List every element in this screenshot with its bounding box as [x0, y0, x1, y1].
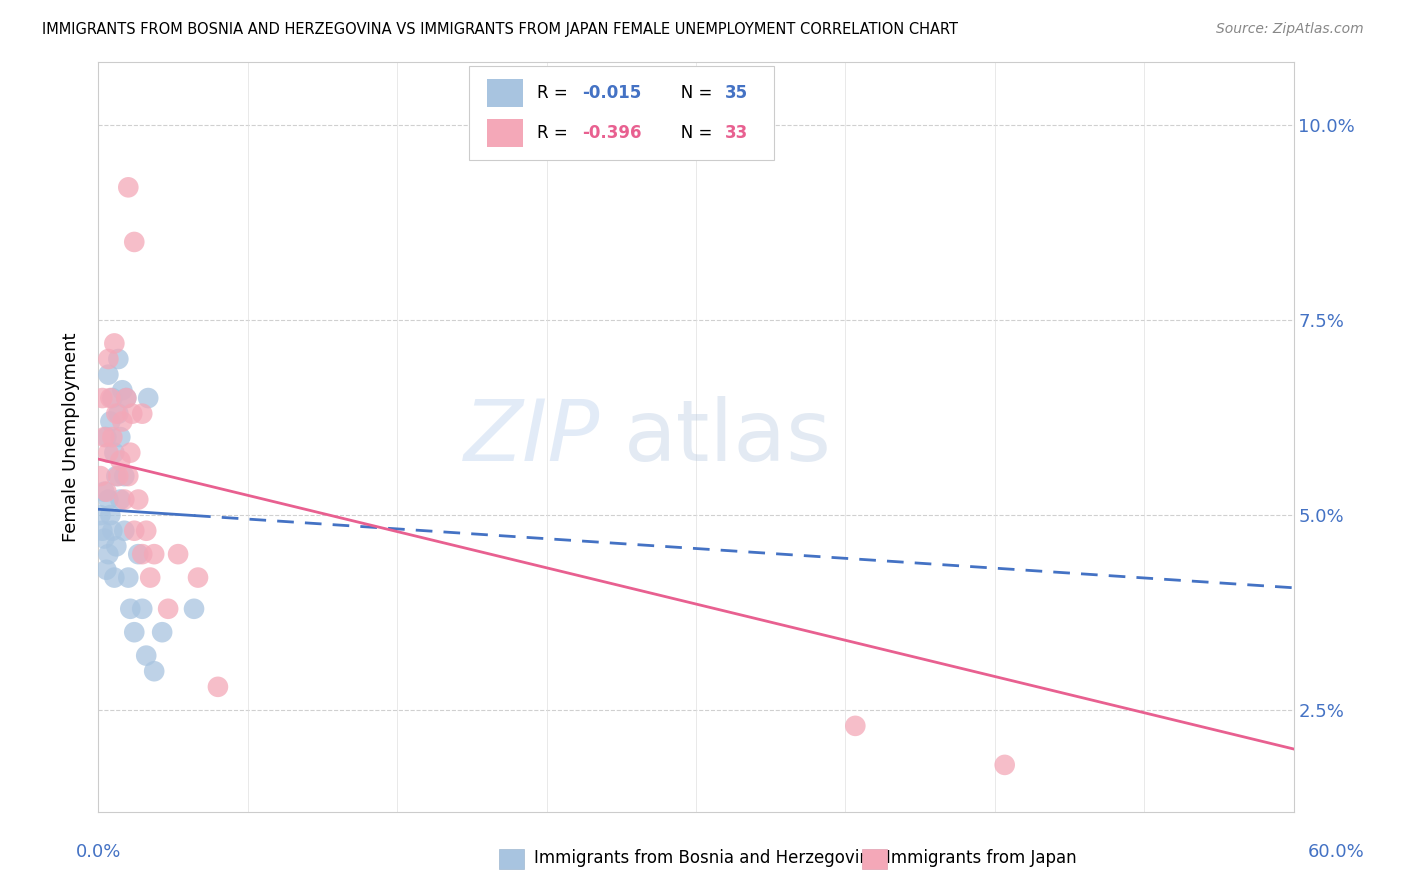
Point — [110, 453, 132, 467]
Text: atlas: atlas — [624, 395, 832, 479]
Point — [105, 469, 128, 483]
Y-axis label: Female Unemployment: Female Unemployment — [62, 333, 80, 541]
Point — [112, 469, 135, 483]
Point — [131, 407, 153, 421]
Point — [135, 648, 157, 663]
Text: -0.015: -0.015 — [582, 84, 641, 103]
Point — [115, 391, 138, 405]
FancyBboxPatch shape — [486, 79, 523, 107]
Point — [93, 532, 115, 546]
Text: Immigrants from Japan: Immigrants from Japan — [886, 849, 1077, 867]
Point — [103, 571, 125, 585]
Point — [183, 602, 205, 616]
Point — [112, 492, 135, 507]
Point — [97, 547, 120, 561]
Point — [110, 430, 132, 444]
Point — [97, 351, 120, 366]
Point — [121, 407, 143, 421]
FancyBboxPatch shape — [486, 119, 523, 147]
Point — [157, 602, 180, 616]
Point — [124, 625, 146, 640]
Point — [187, 571, 209, 585]
Text: ZIP: ZIP — [464, 395, 600, 479]
Point — [124, 235, 146, 249]
Point — [135, 524, 157, 538]
Text: N =: N = — [665, 84, 717, 103]
Text: -0.396: -0.396 — [582, 124, 643, 142]
Text: Source: ZipAtlas.com: Source: ZipAtlas.com — [1216, 22, 1364, 37]
Point — [127, 492, 149, 507]
Point — [97, 492, 120, 507]
Point — [91, 391, 114, 405]
Point — [120, 602, 142, 616]
Text: 33: 33 — [724, 124, 748, 142]
Text: N =: N = — [665, 124, 717, 142]
Point — [101, 430, 124, 444]
Point — [136, 391, 159, 405]
Point — [139, 571, 162, 585]
Point — [107, 469, 129, 483]
Point — [143, 664, 166, 679]
Point — [89, 469, 111, 483]
Point — [112, 524, 135, 538]
Point — [107, 407, 129, 421]
Text: Immigrants from Bosnia and Herzegovina: Immigrants from Bosnia and Herzegovina — [534, 849, 880, 867]
Point — [150, 625, 173, 640]
Point — [131, 602, 153, 616]
Point — [127, 547, 149, 561]
Point — [98, 508, 122, 523]
Point — [101, 524, 124, 538]
Point — [93, 430, 115, 444]
Point — [89, 508, 111, 523]
Text: R =: R = — [537, 84, 574, 103]
Point — [111, 414, 134, 429]
Point — [111, 384, 134, 398]
Point — [97, 446, 120, 460]
Point — [103, 336, 125, 351]
Point — [117, 469, 139, 483]
Point — [96, 430, 118, 444]
Point — [143, 547, 166, 561]
Point — [207, 680, 229, 694]
Point — [110, 492, 132, 507]
Point — [96, 563, 118, 577]
Point — [96, 484, 118, 499]
Text: IMMIGRANTS FROM BOSNIA AND HERZEGOVINA VS IMMIGRANTS FROM JAPAN FEMALE UNEMPLOYM: IMMIGRANTS FROM BOSNIA AND HERZEGOVINA V… — [42, 22, 957, 37]
Point — [844, 719, 866, 733]
Point — [98, 391, 122, 405]
Point — [115, 391, 138, 405]
Text: 60.0%: 60.0% — [1308, 843, 1364, 861]
Point — [117, 180, 139, 194]
Text: 0.0%: 0.0% — [76, 843, 121, 861]
Point — [124, 524, 146, 538]
FancyBboxPatch shape — [470, 66, 773, 160]
Point — [120, 446, 142, 460]
Point — [101, 391, 124, 405]
Point — [117, 571, 139, 585]
Text: 35: 35 — [724, 84, 748, 103]
Text: R =: R = — [537, 124, 574, 142]
Point — [93, 484, 115, 499]
Point — [105, 539, 128, 553]
Point — [105, 407, 128, 421]
Point — [107, 351, 129, 366]
Point — [97, 368, 120, 382]
Point — [98, 414, 122, 429]
Point — [103, 446, 125, 460]
Point — [994, 758, 1017, 772]
Point — [91, 524, 114, 538]
Point — [131, 547, 153, 561]
Point — [167, 547, 190, 561]
